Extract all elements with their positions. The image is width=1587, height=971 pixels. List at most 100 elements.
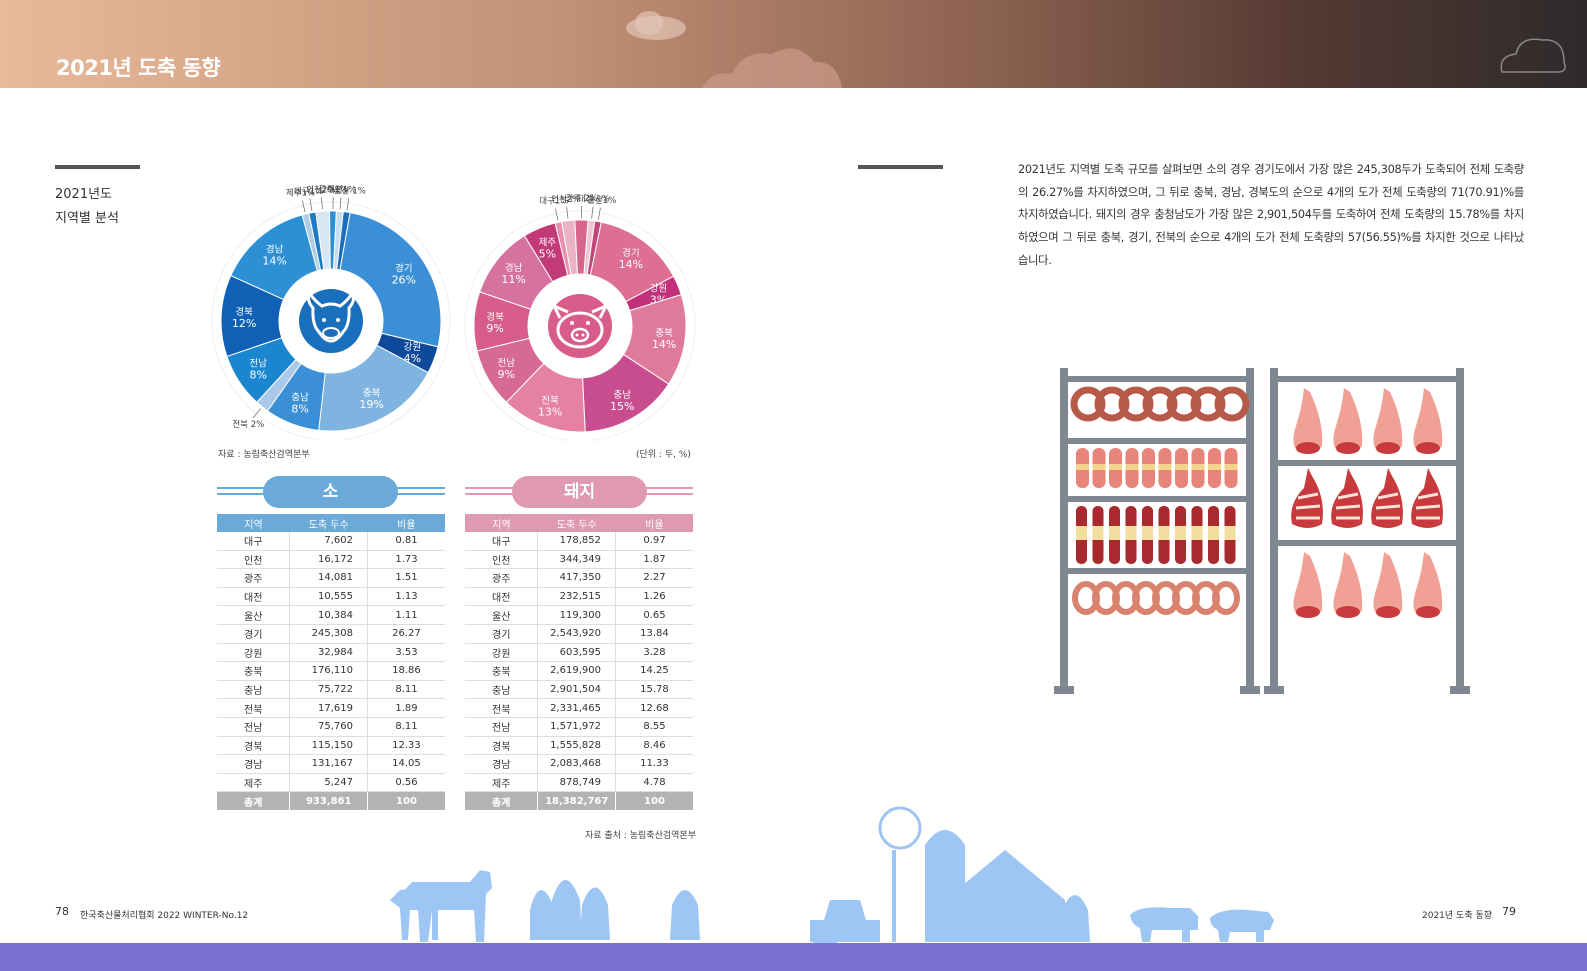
salami-icon bbox=[1076, 506, 1236, 564]
table-row: 전북 17,619 1.89 bbox=[217, 698, 445, 718]
page-header: 2021년 도축 동향 bbox=[0, 0, 1587, 88]
region-cell: 대전 bbox=[465, 587, 539, 607]
table-row: 충북 176,110 18.86 bbox=[217, 661, 445, 681]
barn-icon bbox=[945, 850, 1065, 942]
rib-meat-icon bbox=[1291, 468, 1443, 528]
region-cell: 충남 bbox=[465, 680, 539, 700]
region-cell: 경남 bbox=[217, 754, 291, 774]
tractor-wheel-icon bbox=[813, 928, 837, 945]
page-title: 2021년 도축 동향 bbox=[56, 56, 221, 80]
count-cell: 119,300 bbox=[537, 605, 616, 625]
region-cell: 경기 bbox=[217, 624, 291, 644]
pig-icon bbox=[548, 294, 612, 358]
count-cell: 14,081 bbox=[289, 568, 368, 588]
table-row: 총계 18,382,767 100 bbox=[465, 791, 693, 811]
region-cell: 대구 bbox=[465, 532, 539, 551]
pie-leader-line bbox=[309, 198, 313, 211]
ratio-cell: 100 bbox=[615, 791, 693, 811]
ratio-cell: 13.84 bbox=[615, 624, 693, 644]
ratio-cell: 2.27 bbox=[615, 568, 693, 588]
table-row: 울산 119,300 0.65 bbox=[465, 605, 693, 625]
pie-label-경북: 경북 12% bbox=[232, 306, 256, 330]
pie-leader-line bbox=[566, 206, 569, 219]
count-cell: 344,349 bbox=[537, 550, 616, 570]
region-cell: 인천 bbox=[217, 550, 291, 570]
ratio-cell: 0.56 bbox=[367, 773, 445, 793]
count-cell: 176,110 bbox=[289, 661, 368, 681]
pie-charts: 인천2%광주1%대전1%울산 1%경기 26%강원 4%충북 19%충남 8%전북 2%… bbox=[211, 184, 696, 458]
pie-leader-line bbox=[555, 208, 559, 221]
count-cell: 2,901,504 bbox=[537, 680, 616, 700]
count-cell: 178,852 bbox=[537, 532, 616, 551]
ratio-cell: 18.86 bbox=[367, 661, 445, 681]
count-cell: 933,861 bbox=[289, 791, 368, 811]
tree-icon bbox=[1060, 895, 1090, 942]
pie-leader-line bbox=[346, 198, 350, 211]
pie-label-전남: 전남 8% bbox=[249, 359, 267, 382]
cow-table: 지역 도축 두수 비율 대구 7,602 0.81 인천 16,172 1.73 광주 14,08… bbox=[217, 514, 445, 811]
count-cell: 603,595 bbox=[537, 643, 616, 663]
count-cell: 1,555,828 bbox=[537, 736, 616, 756]
table-header-cell: 지역 bbox=[465, 514, 538, 532]
pie-leader-line bbox=[339, 197, 342, 210]
ratio-cell: 1.13 bbox=[367, 587, 445, 607]
table-row: 충북 2,619,900 14.25 bbox=[465, 661, 693, 681]
ratio-cell: 3.28 bbox=[615, 643, 693, 663]
ratio-cell: 0.97 bbox=[615, 532, 693, 551]
count-cell: 10,384 bbox=[289, 605, 368, 625]
table-row: 경기 245,308 26.27 bbox=[217, 624, 445, 644]
pie-label-충북: 충북 19% bbox=[359, 388, 383, 411]
region-cell: 제주 bbox=[217, 773, 291, 793]
ratio-cell: 8.55 bbox=[615, 717, 693, 737]
region-cell: 인천 bbox=[465, 550, 539, 570]
table-row: 경남 2,083,468 11.33 bbox=[465, 754, 693, 774]
section-divider bbox=[858, 165, 943, 169]
table-row: 인천 344,349 1.87 bbox=[465, 550, 693, 570]
table-row: 제주 878,749 4.78 bbox=[465, 773, 693, 793]
ratio-cell: 0.65 bbox=[615, 605, 693, 625]
table-row: 광주 417,350 2.27 bbox=[465, 568, 693, 588]
count-cell: 16,172 bbox=[289, 550, 368, 570]
region-cell: 전북 bbox=[465, 698, 539, 718]
table-row: 울산 10,384 1.11 bbox=[217, 605, 445, 625]
left-footer-text: 한국축산물처리협회 2022 WINTER-No.12 bbox=[80, 911, 249, 921]
pie-label-경남: 경남 11% bbox=[501, 262, 525, 286]
table-row: 대구 7,602 0.81 bbox=[217, 532, 445, 551]
region-cell: 충남 bbox=[217, 680, 291, 700]
count-cell: 18,382,767 bbox=[537, 791, 616, 811]
table-row: 충남 75,722 8.11 bbox=[217, 680, 445, 700]
region-cell: 광주 bbox=[217, 568, 291, 588]
ratio-cell: 12.68 bbox=[615, 698, 693, 718]
table-row: 광주 14,081 1.51 bbox=[217, 568, 445, 588]
right-footer-text: 2021년 도축 동향 bbox=[1422, 911, 1493, 921]
ratio-cell: 14.25 bbox=[615, 661, 693, 681]
unit-note: (단위 : 두, %) bbox=[636, 450, 691, 460]
count-cell: 417,350 bbox=[537, 568, 616, 588]
count-cell: 1,571,972 bbox=[537, 717, 616, 737]
count-cell: 75,722 bbox=[289, 680, 368, 700]
sausage-icon bbox=[1076, 448, 1238, 488]
count-cell: 131,167 bbox=[289, 754, 368, 774]
farm-silhouette-decoration bbox=[390, 806, 1274, 945]
table-row: 대전 232,515 1.26 bbox=[465, 587, 693, 607]
table-source-note: 자료 출처 : 농림축산검역본부 bbox=[585, 831, 696, 841]
ratio-cell: 1.87 bbox=[615, 550, 693, 570]
pie-label-제주: 제주1% bbox=[286, 189, 315, 199]
count-cell: 115,150 bbox=[289, 736, 368, 756]
region-cell: 충북 bbox=[465, 661, 539, 681]
region-cell: 대구 bbox=[217, 532, 291, 551]
region-cell: 강원 bbox=[465, 643, 539, 663]
region-cell: 전남 bbox=[465, 717, 539, 737]
region-cell: 경기 bbox=[465, 624, 539, 644]
pie-label-경남: 경남 14% bbox=[262, 244, 286, 268]
chart-source-note: 자료 : 농림축산검역본부 bbox=[218, 450, 310, 460]
ratio-cell: 4.78 bbox=[615, 773, 693, 793]
side-label-year: 2021년도 bbox=[55, 187, 113, 202]
table-row: 강원 32,984 3.53 bbox=[217, 643, 445, 663]
table-row: 전북 2,331,465 12.68 bbox=[465, 698, 693, 718]
table-row: 제주 5,247 0.56 bbox=[217, 773, 445, 793]
ratio-cell: 0.81 bbox=[367, 532, 445, 551]
cow-pie-chart: 인천2%광주1%대전1%울산 1%경기 26%강원 4%충북 19%충남 8%전북 2%… bbox=[211, 184, 451, 457]
ratio-cell: 8.11 bbox=[367, 680, 445, 700]
cow-icon bbox=[299, 289, 363, 353]
